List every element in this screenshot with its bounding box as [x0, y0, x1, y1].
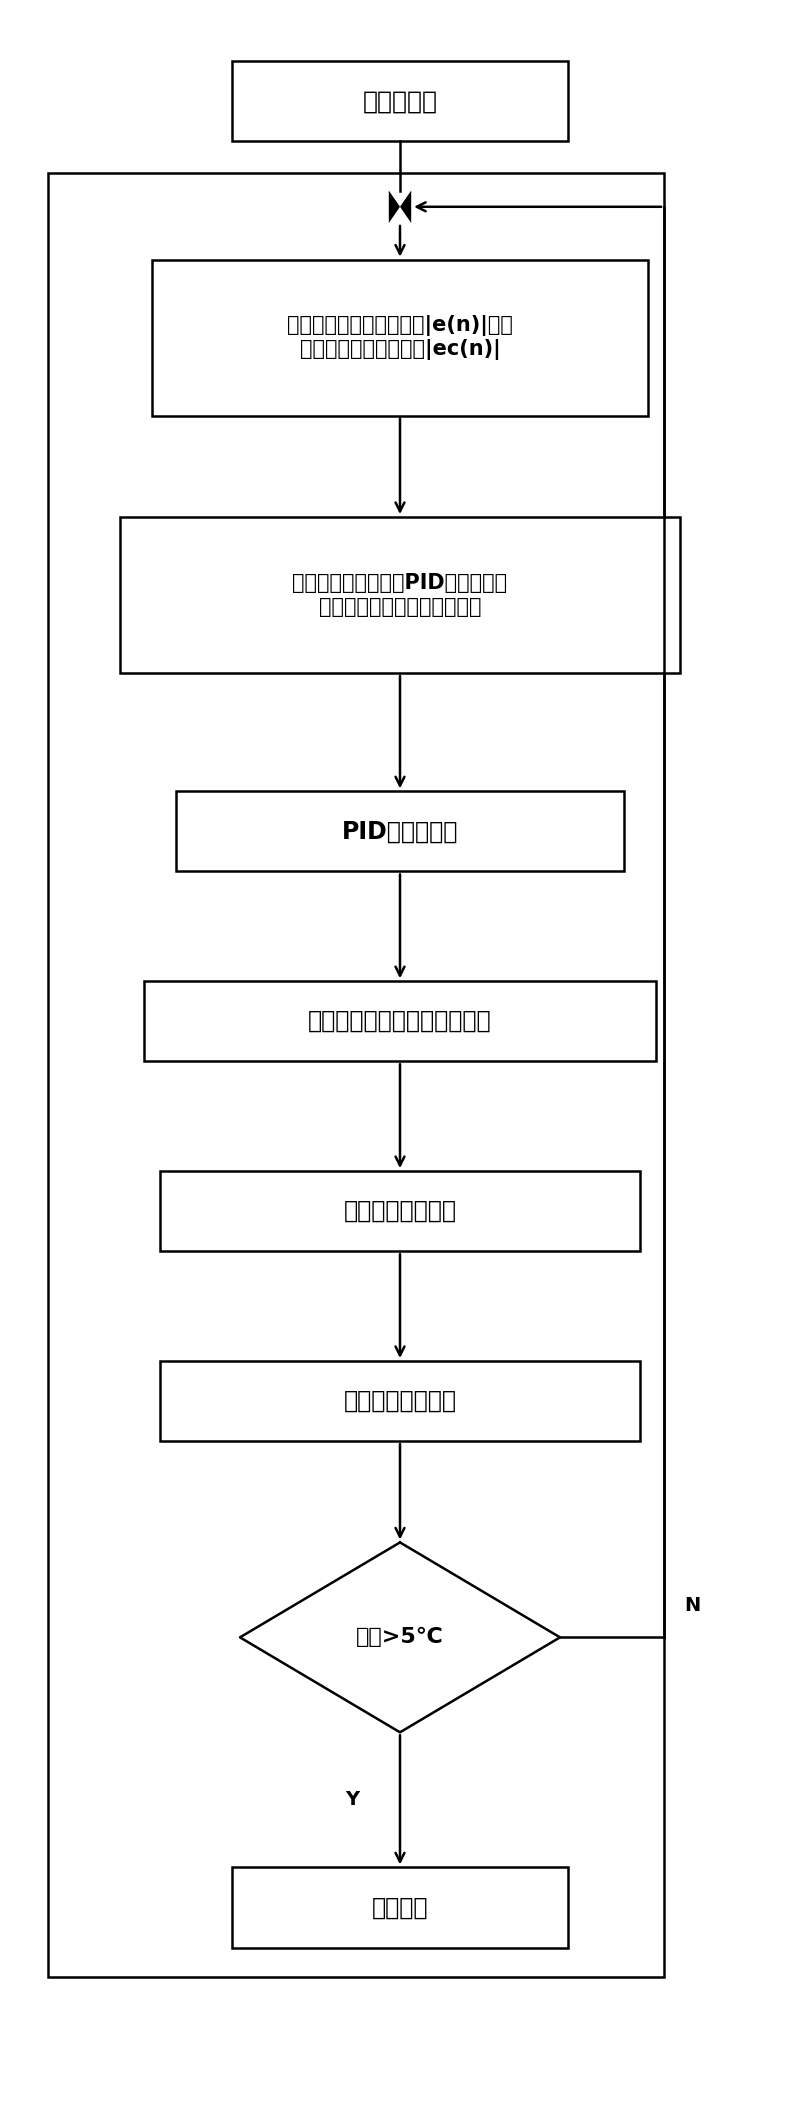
- Text: 采用模糊推理方法对PID控制器所要
使用的控制参数进行在线整定: 采用模糊推理方法对PID控制器所要 使用的控制参数进行在线整定: [293, 574, 507, 616]
- FancyBboxPatch shape: [152, 260, 648, 416]
- Text: PID参数自整定: PID参数自整定: [342, 819, 458, 844]
- FancyBboxPatch shape: [176, 791, 624, 871]
- Text: 计算出温度偏差的绝对值|e(n)|与温
度偏差变化率的绝对值|ec(n)|: 计算出温度偏差的绝对值|e(n)|与温 度偏差变化率的绝对值|ec(n)|: [287, 314, 513, 361]
- FancyBboxPatch shape: [232, 61, 568, 141]
- FancyBboxPatch shape: [160, 1171, 640, 1251]
- FancyBboxPatch shape: [144, 981, 656, 1061]
- Text: 局部调整: 局部调整: [372, 1895, 428, 1920]
- Text: 数据初始化: 数据初始化: [362, 89, 438, 114]
- FancyBboxPatch shape: [232, 1867, 568, 1948]
- Text: 温差>5℃: 温差>5℃: [356, 1627, 444, 1648]
- FancyBboxPatch shape: [120, 517, 680, 673]
- FancyBboxPatch shape: [160, 1361, 640, 1441]
- Text: N: N: [684, 1595, 700, 1616]
- Text: 多温区均温性检测: 多温区均温性检测: [343, 1198, 457, 1224]
- Text: 多温区均温性分析: 多温区均温性分析: [343, 1388, 457, 1414]
- Text: 实现对真空退火炉的加热控制: 实现对真空退火炉的加热控制: [308, 1009, 492, 1034]
- Text: Y: Y: [345, 1789, 359, 1810]
- Polygon shape: [389, 190, 400, 224]
- Polygon shape: [400, 190, 411, 224]
